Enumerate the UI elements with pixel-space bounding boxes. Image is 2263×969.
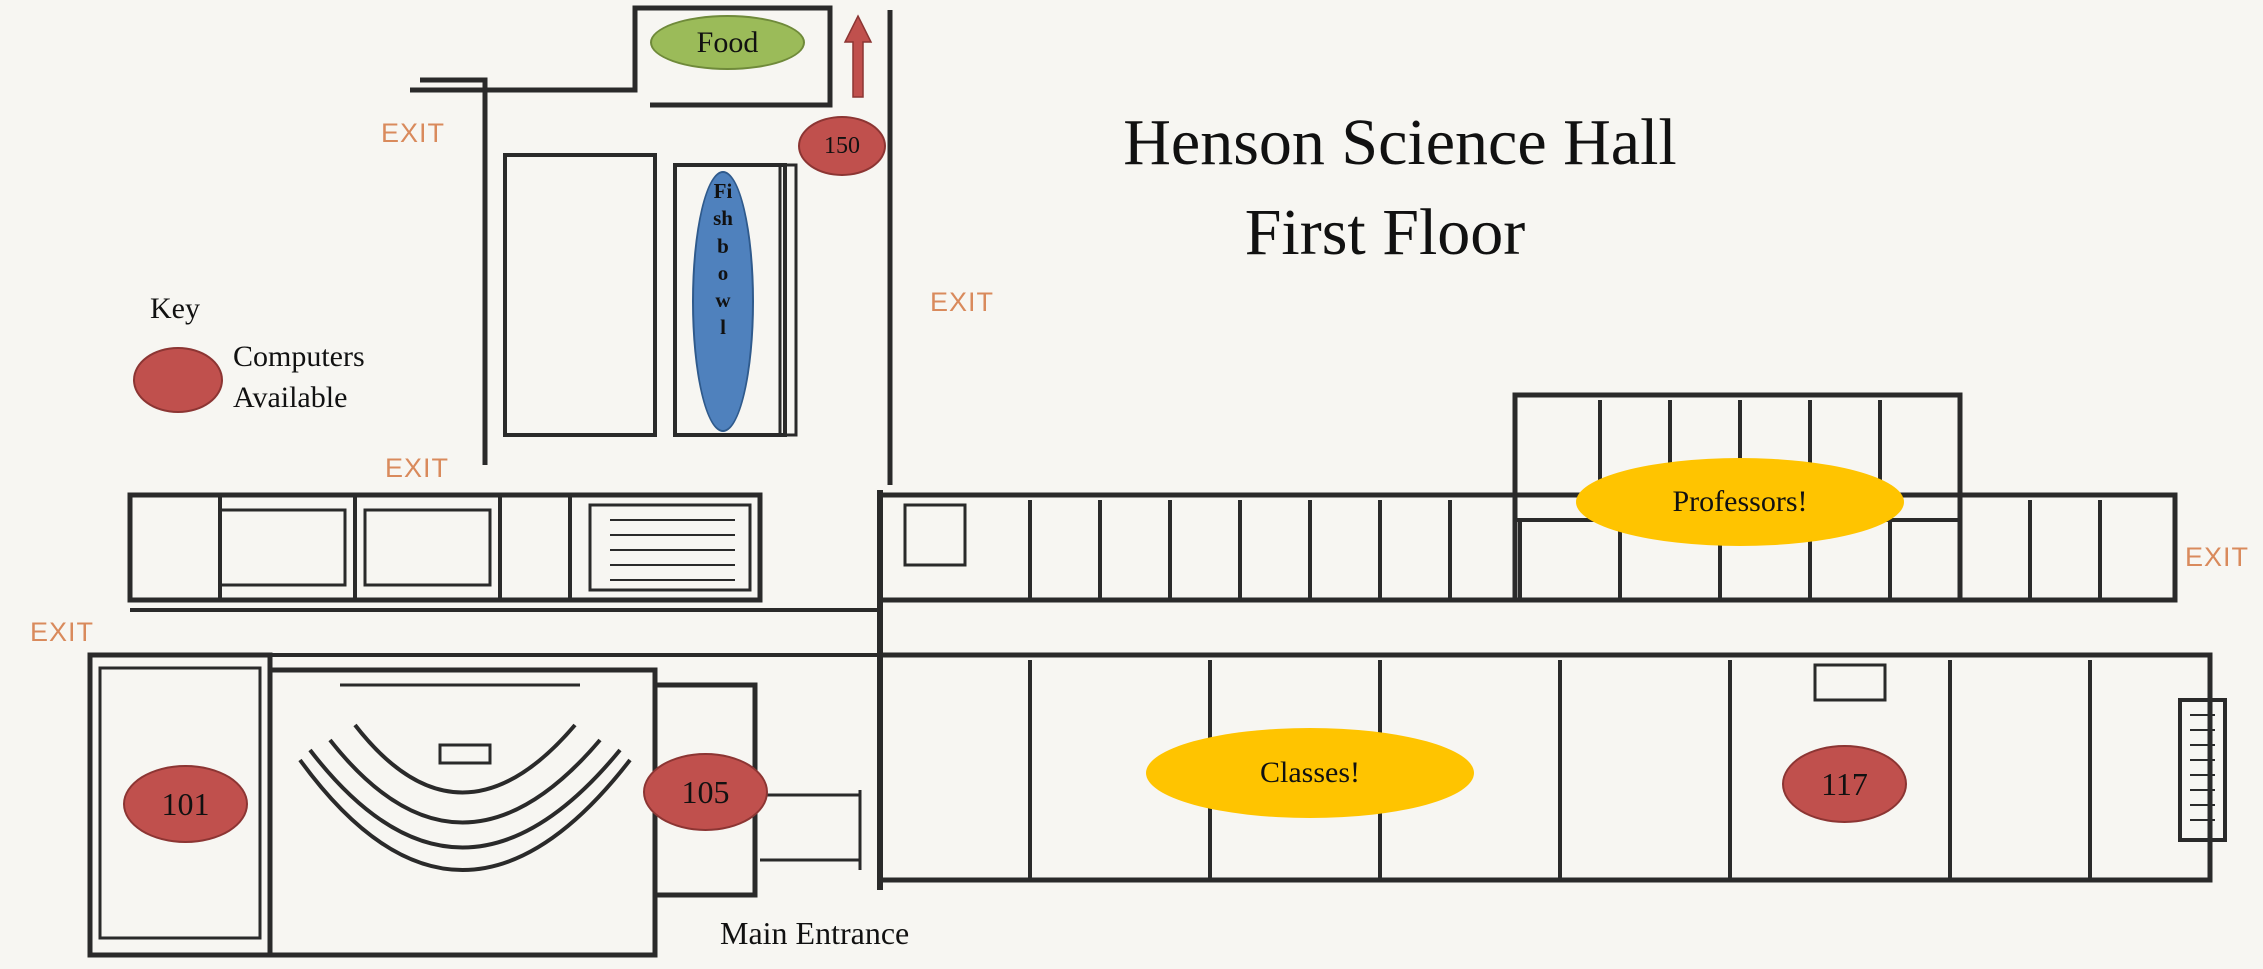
- north-wing-top: [410, 5, 833, 108]
- key-label-line2: Available: [233, 381, 348, 414]
- room-117-marker: 117: [1782, 745, 1907, 823]
- key-swatch: [133, 347, 223, 413]
- map-title-line2: First Floor: [1244, 196, 1526, 269]
- main-entrance-label: Main Entrance: [720, 915, 910, 951]
- exit-label-north-west: EXIT: [381, 118, 446, 148]
- room-101-inner: [98, 666, 262, 940]
- key-title: Key: [150, 292, 200, 325]
- room-105-marker: 105: [643, 753, 768, 831]
- map-title-line1: Henson Science Hall: [1123, 106, 1677, 179]
- north-wing-wall: [420, 77, 488, 465]
- fishbowl-marker: [692, 171, 754, 432]
- fishbowl-room: [673, 163, 787, 437]
- exit-label-east: EXIT: [2185, 542, 2250, 572]
- lecture-stage: [438, 743, 492, 765]
- lecture-seating: [298, 723, 632, 872]
- professors-zone: Professors!: [1576, 458, 1904, 546]
- stair-north-east: [903, 503, 967, 567]
- stair-treads: [610, 519, 2215, 821]
- east-corridor-north: [880, 492, 2178, 603]
- east-corridor-south: [877, 652, 2213, 883]
- key-label-line1: Computers: [233, 340, 365, 373]
- restroom-1: [218, 508, 347, 587]
- restroom-block: [127, 492, 763, 603]
- fishbowl-label: Fishbowl: [713, 179, 733, 340]
- room-117-fixture: [1813, 663, 1887, 702]
- classes-zone: Classes!: [1146, 728, 1474, 818]
- exit-label-north-east: EXIT: [930, 287, 995, 317]
- exit-label-west: EXIT: [385, 453, 450, 483]
- restroom-2: [363, 508, 492, 587]
- north-arrow-icon: [843, 14, 873, 98]
- room-150-marker: 150: [798, 116, 886, 176]
- north-room-1: [503, 153, 657, 437]
- exit-label-far-west: EXIT: [30, 617, 95, 647]
- main-entrance-doors: [760, 790, 862, 870]
- food-area: Food: [650, 15, 805, 70]
- stair-west: [588, 503, 752, 592]
- east-stair: [2178, 698, 2227, 842]
- fishbowl-shelf: [778, 163, 798, 437]
- professors-wing: [1512, 392, 1963, 603]
- lecture-hall: [267, 667, 658, 958]
- room-101-marker: 101: [123, 765, 248, 843]
